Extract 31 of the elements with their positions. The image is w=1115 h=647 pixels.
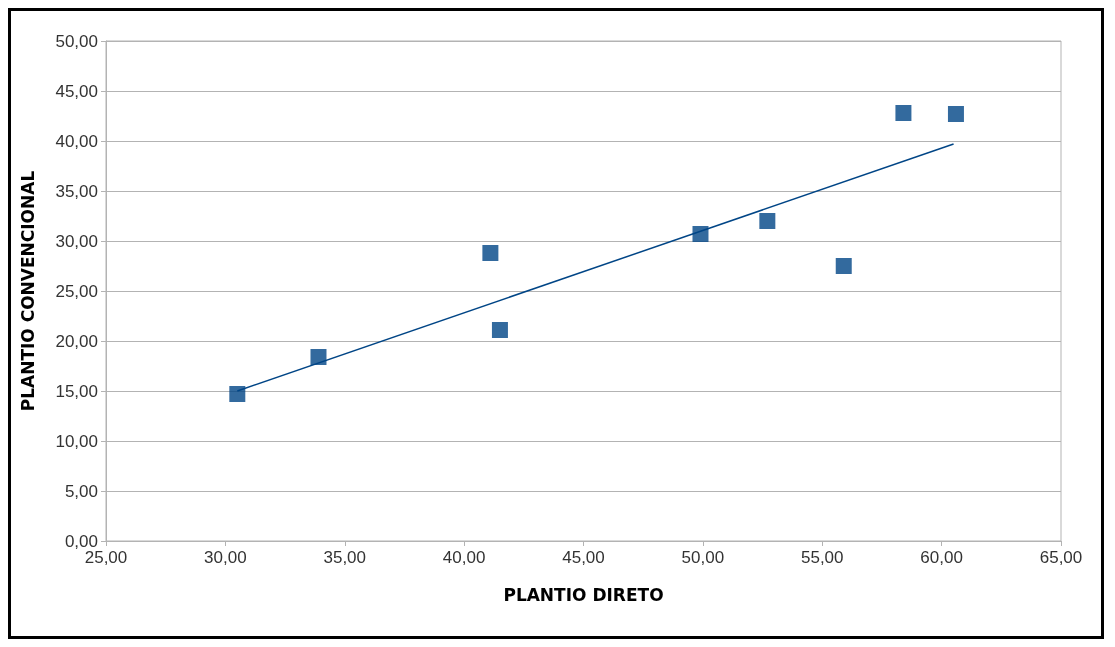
x-tick-label: 50,00 — [681, 548, 725, 567]
y-tick-label: 20,00 — [55, 331, 98, 351]
x-tick-label: 55,00 — [800, 548, 844, 567]
x-tick-label: 45,00 — [562, 548, 605, 567]
x-tick-label: 30,00 — [204, 548, 247, 567]
y-tick-label: 50,00 — [55, 31, 98, 51]
y-tick-label: 10,00 — [55, 431, 98, 451]
x-tick-label: 35,00 — [323, 548, 367, 567]
y-tick-label: 45,00 — [55, 81, 98, 101]
y-tick-label: 0,00 — [64, 531, 98, 551]
point — [692, 226, 709, 242]
point — [759, 213, 776, 229]
point — [482, 245, 499, 261]
y-tick-label: 25,00 — [55, 281, 98, 301]
y-tick-label: 15,00 — [55, 381, 98, 401]
x-axis-title: PLANTIO DIRETO — [503, 584, 664, 605]
y-tick-label: 5,00 — [64, 481, 98, 501]
x-tick-label: 40,00 — [442, 548, 486, 567]
point — [895, 105, 912, 121]
x-tick-label: 25,00 — [84, 548, 128, 567]
x-tick-label: 60,00 — [920, 548, 963, 567]
point — [491, 322, 508, 338]
x-tick-label: 65,00 — [1039, 548, 1083, 567]
point — [229, 386, 246, 402]
point — [310, 349, 327, 365]
y-axis-title: PLANTIO CONVENCIONAL — [17, 170, 38, 412]
point — [835, 258, 852, 274]
y-tick-label: 30,00 — [55, 231, 98, 251]
point — [947, 106, 964, 122]
y-tick-label: 35,00 — [55, 181, 98, 201]
y-tick-label: 40,00 — [55, 131, 98, 151]
